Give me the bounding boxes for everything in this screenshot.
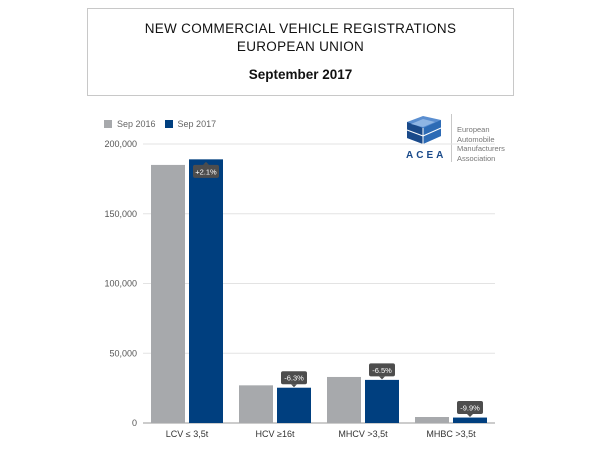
chart-title: NEW COMMERCIAL VEHICLE REGISTRATIONS xyxy=(144,21,457,36)
bar-sep2017 xyxy=(453,417,487,423)
acea-logo: ACEA European Automobile Manufacturers A… xyxy=(405,114,525,163)
y-tick-label: 150,000 xyxy=(104,209,137,219)
change-label: -6.5% xyxy=(372,366,392,375)
bar-sep2017 xyxy=(365,379,399,423)
legend-swatch-sep2017 xyxy=(164,120,173,128)
change-label-pointer xyxy=(379,376,385,380)
change-label-bg xyxy=(457,401,483,415)
bar-sep2017 xyxy=(277,387,311,423)
x-category-label: HCV ≥16t xyxy=(256,429,295,439)
change-label-bg xyxy=(281,371,307,385)
x-category-label: MHBC >3,5t xyxy=(426,429,476,439)
org-line: European xyxy=(457,125,490,134)
org-line: Association xyxy=(457,153,496,163)
chart-period: September 2017 xyxy=(248,67,353,82)
x-category-label: MHCV >3,5t xyxy=(338,429,388,439)
change-label: -6.3% xyxy=(284,374,304,383)
acea-logo-icon xyxy=(406,116,442,144)
y-tick-label: 0 xyxy=(132,418,137,428)
bar-sep2016 xyxy=(415,417,449,423)
y-tick-label: 100,000 xyxy=(104,279,137,289)
title-box: NEW COMMERCIAL VEHICLE REGISTRATIONS EUR… xyxy=(87,8,514,96)
change-label-pointer xyxy=(291,384,297,388)
bar-sep2016 xyxy=(239,385,273,423)
acea-org-name: European Automobile Manufacturers Associ… xyxy=(457,125,505,163)
bar-sep2016 xyxy=(327,376,361,423)
change-label: +2.1% xyxy=(195,167,217,176)
legend: Sep 2016 Sep 2017 xyxy=(104,119,225,129)
change-label-pointer xyxy=(467,414,473,418)
legend-item-sep2017: Sep 2017 xyxy=(164,119,217,129)
change-label-bg xyxy=(193,164,219,178)
legend-label-sep2017: Sep 2017 xyxy=(177,119,217,129)
org-line: Automobile xyxy=(457,134,495,144)
y-tick-label: 200,000 xyxy=(104,139,137,149)
bar-sep2017 xyxy=(189,159,223,423)
change-label-bg xyxy=(369,363,395,377)
legend-swatch-sep2016 xyxy=(104,120,112,128)
change-label: -9.9% xyxy=(460,404,480,413)
org-line: Manufacturers xyxy=(457,144,505,154)
bar-sep2016 xyxy=(151,164,185,424)
legend-label-sep2016: Sep 2016 xyxy=(117,119,156,129)
x-category-label: LCV ≤ 3,5t xyxy=(166,429,209,439)
legend-item-sep2016: Sep 2016 xyxy=(104,119,156,129)
y-tick-label: 50,000 xyxy=(109,348,137,358)
chart-subtitle: EUROPEAN UNION xyxy=(236,39,365,54)
change-label-pointer xyxy=(203,161,209,165)
acea-acronym: ACEA xyxy=(406,150,447,161)
logo-divider xyxy=(451,114,452,162)
